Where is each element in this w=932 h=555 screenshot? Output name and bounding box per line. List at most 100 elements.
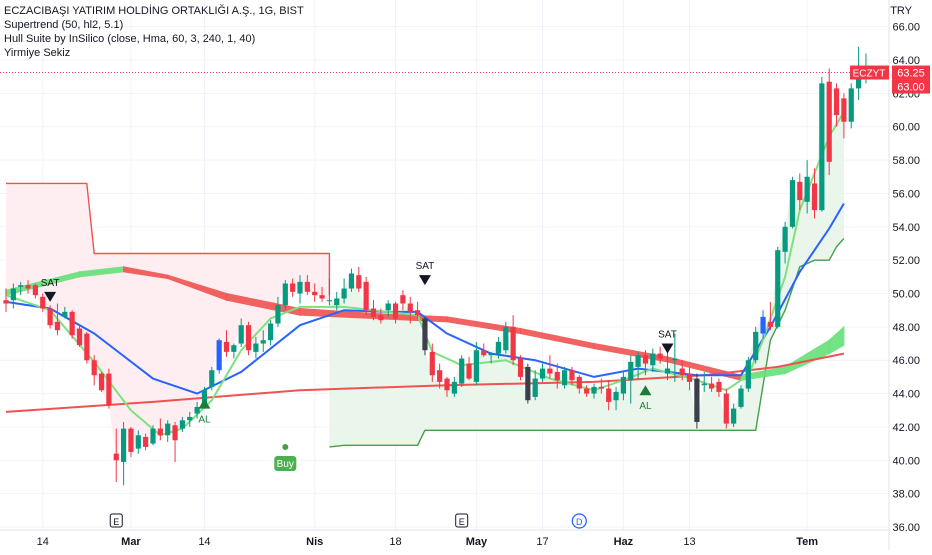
candle bbox=[143, 433, 149, 451]
symbol-badge bbox=[850, 65, 889, 80]
y-tick-label: 46.00 bbox=[892, 355, 920, 367]
candle-body bbox=[650, 353, 656, 366]
last-price-badge bbox=[892, 65, 930, 80]
candle bbox=[172, 421, 178, 462]
candle-body bbox=[260, 340, 266, 344]
candle-body bbox=[539, 368, 546, 379]
candle bbox=[297, 275, 303, 304]
candle bbox=[370, 300, 377, 321]
candle-body bbox=[370, 308, 377, 317]
x-tick-label: Mar bbox=[121, 536, 141, 548]
candle bbox=[510, 315, 516, 366]
candle bbox=[760, 310, 766, 339]
y-tick-label: 64.00 bbox=[892, 55, 920, 67]
candle bbox=[231, 343, 237, 359]
candle bbox=[334, 291, 340, 311]
candle bbox=[628, 355, 634, 404]
candle-body bbox=[797, 181, 803, 201]
candle-body bbox=[488, 353, 494, 356]
candle bbox=[121, 421, 127, 486]
candle bbox=[731, 403, 737, 427]
candle bbox=[782, 221, 788, 264]
candle bbox=[672, 333, 678, 382]
candle bbox=[341, 278, 347, 304]
candle bbox=[179, 416, 185, 432]
candle bbox=[841, 93, 847, 139]
y-tick-label: 36.00 bbox=[892, 522, 920, 534]
candle bbox=[165, 420, 171, 442]
candle bbox=[422, 316, 428, 356]
x-tick-label: 13 bbox=[683, 536, 695, 548]
candle-body bbox=[157, 428, 163, 436]
sell-signal-label: SAT bbox=[658, 330, 677, 341]
earnings-event-marker bbox=[455, 513, 469, 528]
candle-body bbox=[194, 406, 200, 414]
candle-body bbox=[833, 88, 840, 116]
candle-body bbox=[312, 291, 318, 296]
candle-body bbox=[584, 388, 590, 394]
candle-body bbox=[223, 341, 230, 352]
candle-body bbox=[738, 388, 744, 407]
indicator-supertrend[interactable]: Supertrend (50, hl2, 5.1) bbox=[4, 19, 124, 31]
candle bbox=[584, 385, 590, 397]
candle bbox=[848, 83, 854, 129]
indicator-yirmiye-sekiz[interactable]: Yirmiye Sekiz bbox=[4, 47, 71, 59]
candle-body bbox=[106, 373, 112, 406]
candle bbox=[481, 343, 487, 357]
candle bbox=[216, 338, 222, 374]
candle-body bbox=[731, 408, 737, 424]
candle-body bbox=[503, 326, 509, 351]
candle-body bbox=[437, 370, 443, 382]
candle bbox=[378, 308, 384, 324]
candle bbox=[459, 355, 465, 387]
candle-body bbox=[363, 281, 369, 311]
x-tick-label: May bbox=[466, 536, 488, 548]
indicator-hull-suite[interactable]: Hull Suite by InSilico (close, Hma, 60, … bbox=[4, 33, 256, 45]
candle-body bbox=[172, 425, 178, 441]
candle-body bbox=[47, 308, 53, 326]
candle bbox=[356, 266, 362, 292]
supertrend-fill bbox=[6, 83, 844, 461]
candle-body bbox=[187, 416, 193, 421]
candle-body bbox=[62, 311, 68, 317]
candle-body bbox=[238, 325, 244, 344]
y-tick-label: 50.00 bbox=[892, 289, 920, 301]
candle-body bbox=[804, 176, 810, 202]
symbol-title[interactable]: ECZACIBAŞI YATIRIM HOLDİNG ORTAKLIĞI A.Ş… bbox=[4, 5, 304, 17]
candle-body bbox=[686, 373, 693, 382]
candle-body bbox=[25, 285, 31, 289]
x-tick-label: 18 bbox=[389, 536, 401, 548]
candle bbox=[260, 330, 266, 352]
candle-body bbox=[517, 358, 524, 377]
candle-body bbox=[3, 300, 9, 304]
candle-body bbox=[98, 373, 105, 391]
candle-body bbox=[657, 353, 663, 359]
y-tick-label: 56.00 bbox=[892, 188, 920, 200]
candle-body bbox=[290, 283, 296, 292]
candle-body bbox=[856, 73, 862, 89]
candle-body bbox=[429, 351, 435, 376]
candle bbox=[392, 301, 399, 324]
candle-body bbox=[576, 376, 582, 389]
candle-body bbox=[165, 423, 171, 436]
candle-body bbox=[775, 250, 781, 327]
signals: SAT AL SAT AL SAT Buy bbox=[41, 261, 677, 471]
candle bbox=[495, 336, 502, 359]
supertrend-buy-badge bbox=[274, 455, 297, 471]
buy-signal-arrow bbox=[639, 385, 652, 396]
candle bbox=[113, 428, 119, 482]
hull-band-segment bbox=[520, 327, 595, 350]
candle bbox=[723, 388, 729, 429]
x-tick-label: 14 bbox=[37, 536, 49, 548]
candle-body bbox=[481, 350, 487, 356]
buy-signal-arrow bbox=[198, 398, 211, 409]
candle-body bbox=[628, 361, 634, 381]
candle-body bbox=[459, 358, 465, 384]
chart-legend: ECZACIBAŞI YATIRIM HOLDİNG ORTAKLIĞI A.Ş… bbox=[4, 4, 304, 60]
candle bbox=[400, 290, 406, 311]
candle-body bbox=[253, 343, 259, 352]
candle-body bbox=[341, 288, 347, 299]
candle bbox=[686, 366, 693, 391]
candle bbox=[253, 336, 259, 359]
